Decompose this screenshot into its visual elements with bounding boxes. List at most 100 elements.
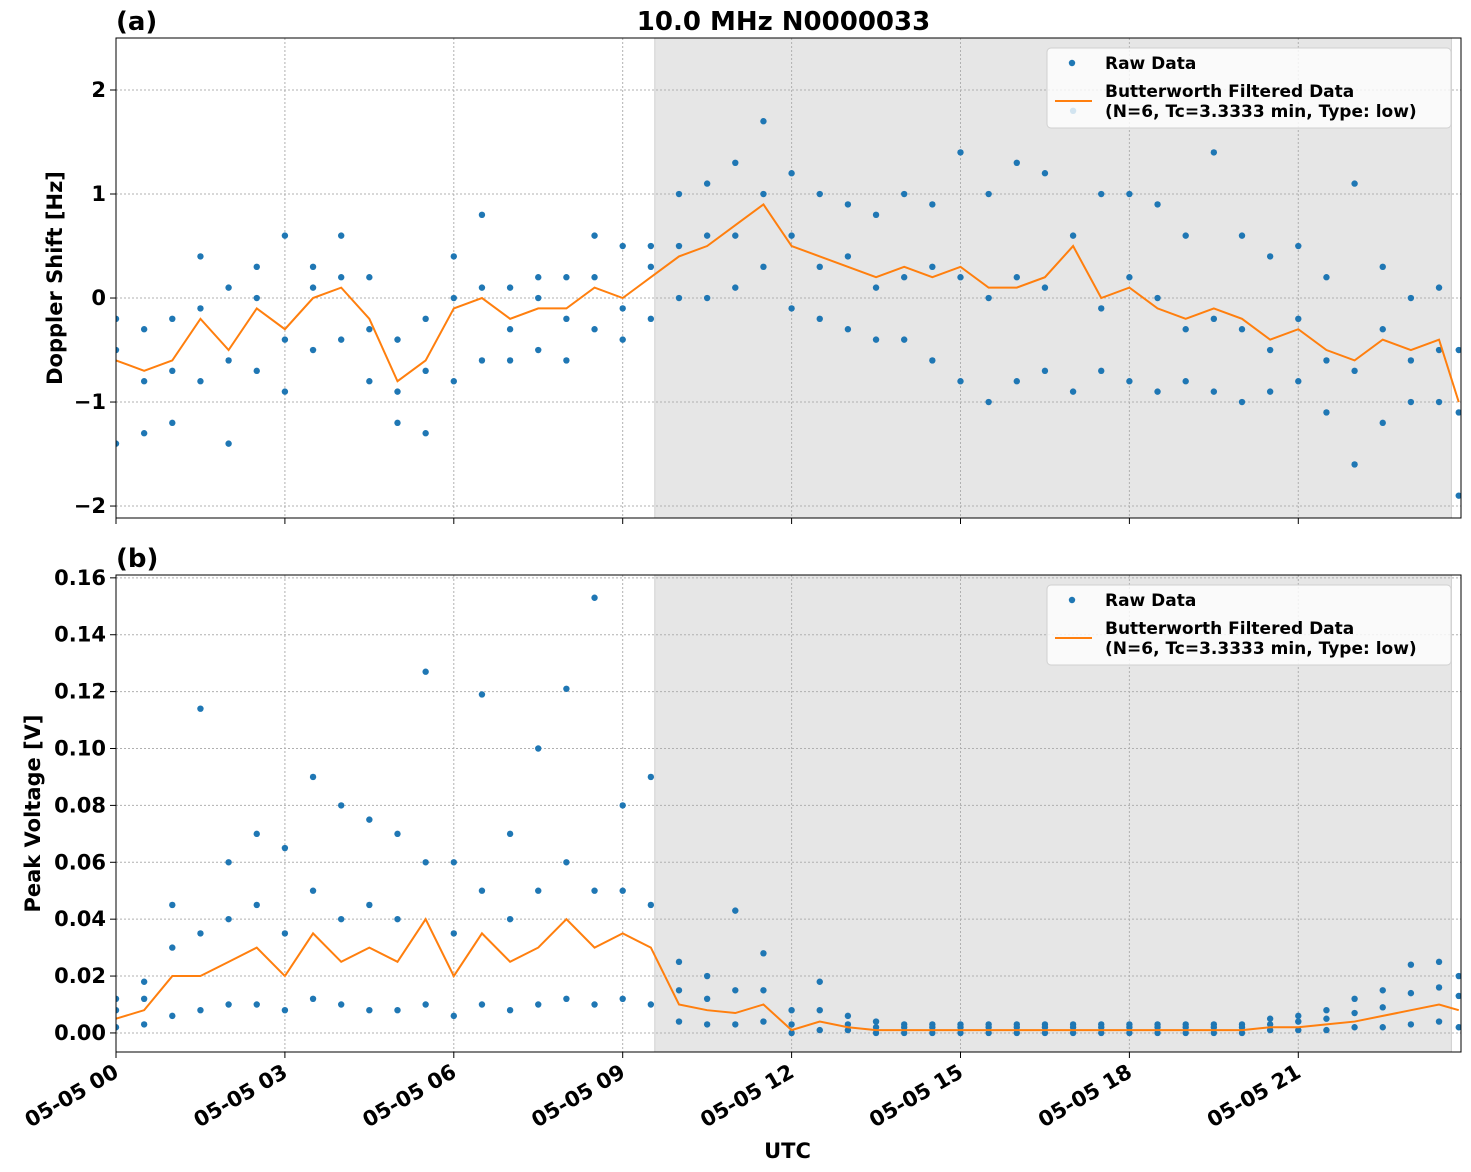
raw-point: [1435, 398, 1443, 406]
panel-label: (b): [116, 544, 158, 574]
raw-point: [1323, 1015, 1330, 1022]
raw-point: [1407, 357, 1415, 364]
raw-point: [563, 315, 570, 323]
raw-point: [675, 987, 683, 994]
legend-label-line: (N=6, Tc=3.3333 min, Type: low): [1105, 639, 1417, 659]
raw-point: [478, 887, 486, 894]
plot-area: [116, 107, 1461, 499]
raw-point: [1182, 1024, 1189, 1031]
raw-point: [535, 887, 542, 894]
legend-label: Butterworth Filtered Data (N=6, Tc=3.3333…: [1105, 619, 1417, 659]
legend-label-line: Butterworth Filtered Data: [1105, 619, 1354, 639]
raw-point: [1041, 170, 1049, 177]
chart-title: 10.0 MHz N0000033: [637, 7, 930, 37]
raw-point: [703, 972, 711, 980]
raw-point: [1295, 1018, 1302, 1025]
raw-point: [116, 1024, 120, 1031]
raw-point: [1379, 419, 1386, 427]
raw-point: [1407, 1021, 1415, 1028]
raw-point: [816, 1006, 823, 1014]
raw-point: [760, 950, 767, 957]
raw-point: [563, 357, 570, 364]
raw-point: [1238, 232, 1246, 239]
raw-point: [900, 1024, 908, 1031]
raw-point: [225, 440, 232, 447]
raw-point: [506, 915, 514, 923]
raw-point: [1323, 409, 1330, 416]
raw-point: [788, 1021, 795, 1028]
raw-point: [309, 284, 317, 291]
raw-point: [591, 1001, 598, 1008]
raw-point: [760, 190, 767, 198]
raw-point: [337, 915, 345, 923]
raw-point: [535, 346, 542, 354]
raw-point: [394, 336, 401, 343]
raw-point: [1351, 1024, 1358, 1031]
raw-point: [1013, 378, 1020, 385]
raw-point: [1351, 367, 1358, 375]
legend-label: Butterworth Filtered Data (N=6, Tc=3.3333…: [1105, 82, 1417, 122]
raw-point: [309, 773, 317, 781]
raw-point: [591, 274, 598, 281]
raw-point: [116, 1006, 120, 1014]
raw-point: [1210, 149, 1218, 156]
raw-point: [197, 705, 204, 712]
raw-point: [535, 274, 542, 281]
legend-label-line: Raw Data: [1105, 54, 1196, 74]
raw-point: [619, 802, 626, 809]
raw-point: [197, 378, 204, 385]
raw-point: [1041, 1029, 1049, 1037]
raw-point: [1266, 388, 1274, 395]
panel-label: (a): [116, 7, 157, 37]
raw-point: [197, 1006, 204, 1014]
raw-point: [140, 430, 148, 437]
raw-point: [1455, 346, 1461, 354]
legend: Raw Data Butterworth Filtered Data (N=6, T…: [1046, 584, 1452, 666]
raw-point: [1210, 1024, 1218, 1031]
raw-point: [1455, 992, 1461, 1000]
legend: Raw Data Butterworth Filtered Data (N=6, T…: [1046, 47, 1452, 129]
raw-point: [1098, 190, 1105, 198]
raw-point: [675, 294, 683, 302]
raw-point: [506, 284, 514, 291]
raw-point: [732, 284, 739, 291]
legend-label-line: (N=6, Tc=3.3333 min, Type: low): [1105, 102, 1417, 122]
raw-point: [1455, 972, 1461, 980]
raw-point: [619, 242, 626, 250]
raw-point: [732, 907, 739, 914]
legend-marker: [1068, 596, 1076, 604]
raw-point: [1013, 274, 1020, 281]
raw-point: [1069, 232, 1077, 239]
raw-point: [1435, 284, 1443, 291]
raw-point: [337, 336, 345, 343]
raw-point: [957, 378, 964, 385]
raw-point: [478, 284, 486, 291]
plot-area: [116, 594, 1461, 1037]
raw-point: [1295, 1026, 1302, 1034]
raw-point: [1182, 326, 1189, 333]
raw-point: [366, 1006, 373, 1014]
raw-point: [732, 987, 739, 994]
raw-point: [703, 294, 711, 302]
raw-point: [281, 1006, 289, 1014]
raw-point: [591, 326, 598, 333]
raw-point: [788, 1006, 795, 1014]
raw-point: [450, 253, 457, 260]
raw-point: [478, 1001, 486, 1008]
raw-point: [422, 859, 429, 866]
y-tick-label: 0.16: [54, 566, 106, 590]
raw-point: [1323, 357, 1330, 364]
raw-point: [1154, 388, 1161, 395]
raw-point: [1266, 253, 1274, 260]
raw-point: [619, 995, 626, 1003]
raw-point: [1407, 989, 1415, 997]
raw-point: [1238, 1029, 1246, 1037]
raw-point: [1323, 1006, 1330, 1014]
legend-label: Raw Data: [1105, 54, 1196, 74]
axes-frame: [115, 574, 1462, 1053]
raw-point: [985, 1024, 992, 1031]
raw-point: [366, 901, 373, 909]
raw-point: [140, 378, 148, 385]
raw-point: [535, 745, 542, 752]
